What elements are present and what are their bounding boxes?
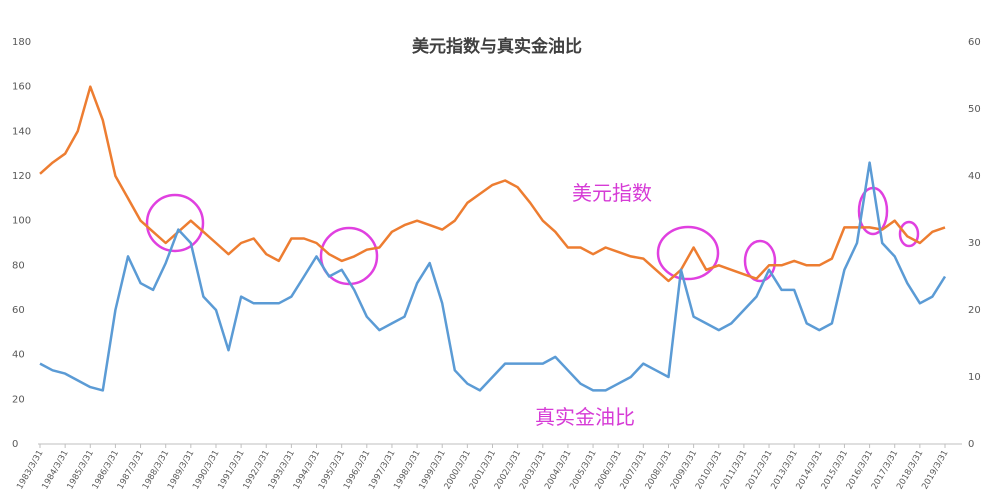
circle xyxy=(145,193,205,253)
circle xyxy=(743,239,777,283)
y-tick-label: 60 xyxy=(12,305,25,316)
y2-tick-label: 50 xyxy=(968,104,981,115)
circle xyxy=(319,226,379,286)
y-tick-label: 0 xyxy=(12,439,18,450)
circle xyxy=(656,225,720,281)
y-tick-label: 40 xyxy=(12,350,25,361)
series-line xyxy=(39,161,947,392)
y2-tick-label: 0 xyxy=(968,439,974,450)
series-line xyxy=(39,85,946,283)
annotation: 美元指数 xyxy=(572,181,652,205)
y2-tick-label: 60 xyxy=(968,37,981,48)
y-tick-label: 20 xyxy=(12,394,25,405)
y2-tick-label: 20 xyxy=(968,305,981,316)
y-tick-label: 140 xyxy=(12,126,31,137)
circle xyxy=(898,220,920,248)
y-tick-label: 100 xyxy=(12,216,31,227)
y2-tick-label: 30 xyxy=(968,238,981,249)
y-tick-label: 80 xyxy=(12,260,25,271)
y-tick-label: 120 xyxy=(12,171,31,182)
y-tick-label: 180 xyxy=(12,37,31,48)
chart-title: 美元指数与真实金油比 xyxy=(412,36,582,57)
y-tick-label: 160 xyxy=(12,82,31,93)
highlights xyxy=(145,186,920,286)
annotation: 真实金油比 xyxy=(535,405,635,429)
x-tick-label: 2019/3/31 xyxy=(920,449,950,492)
y2-tick-label: 10 xyxy=(968,372,981,383)
y2-tick-label: 40 xyxy=(968,171,981,182)
